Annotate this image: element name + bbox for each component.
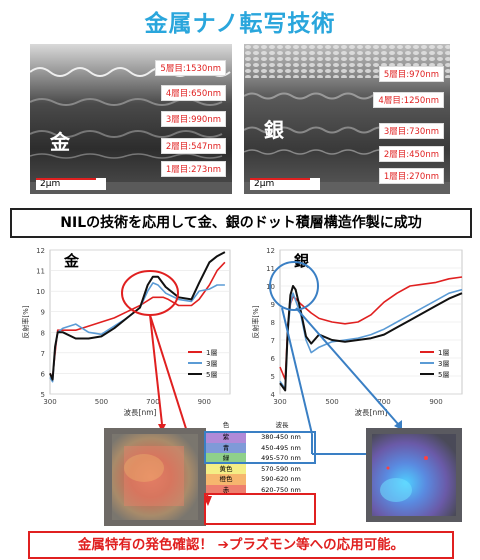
conclusion-footer: 金属特有の発色確認！ ➔プラズモン等への応用可能。: [28, 531, 454, 559]
x-tick-label: 500: [325, 398, 338, 406]
y-axis-label: 反射率[%]: [251, 305, 260, 338]
legend-label: 3層: [438, 360, 449, 368]
color-swatch: 緑: [206, 453, 246, 464]
table-header-color: 色: [222, 421, 230, 429]
layer-label: 5層目:970nm: [378, 66, 444, 82]
y-tick-label: 7: [41, 350, 45, 358]
metal-label-gold: 金: [50, 130, 70, 154]
arrow-silver-photo: [295, 307, 399, 425]
sem-image-gold: 金 5層目:1530nm 4層目:650nm 3層目:990nm 2層目:547…: [30, 44, 232, 194]
legend-label: 1層: [206, 349, 217, 357]
page-title: 金属ナノ転写技術: [144, 11, 336, 37]
y-tick-label: 5: [271, 373, 275, 381]
callout-circle-silver: [269, 261, 319, 311]
color-swatch: 黄色: [206, 463, 246, 474]
legend-label: 5層: [206, 371, 217, 379]
y-tick-label: 12: [266, 247, 275, 255]
color-table-rows: 紫 380-450 nm 青 450-495 nm 緑 495-570 nm 黄色 570-5…: [206, 432, 316, 495]
scale-bar-line: [250, 178, 310, 180]
series-line: [279, 288, 463, 390]
table-highlight-blue: [204, 431, 316, 464]
color-table-row: 青 450-495 nm: [206, 442, 316, 453]
photo-texture-gold: [112, 434, 198, 520]
x-tick-label: 300: [273, 398, 286, 406]
color-swatch: 青: [206, 442, 246, 453]
chart-title: 金: [63, 252, 80, 270]
scale-bar-label: 2μm: [254, 179, 275, 189]
y-tick-label: 11: [266, 265, 275, 273]
arrow-silver-table: [281, 307, 313, 435]
table-header-wavelength: 波長: [275, 421, 289, 429]
chart-gold: 5 6 7 8 9 10 11 12 300 500 700 900 波長[nm] 反射率[%] 金 1層 3層…: [21, 247, 231, 417]
y-tick-label: 9: [41, 309, 45, 317]
layer-label: 4層目:650nm: [160, 85, 226, 101]
x-tick-label: 300: [43, 398, 56, 406]
wavelength-range: 570-590 nm: [261, 464, 301, 473]
scale-bar: 2μm: [250, 178, 320, 190]
legend-label: 3層: [206, 360, 217, 368]
color-table-row: 黄色 570-590 nm: [206, 463, 316, 474]
color-table-row: 赤 620-750 nm: [206, 484, 316, 495]
layer-label: 4層目:1250nm: [373, 92, 444, 108]
wavelength-range: 620-750 nm: [261, 485, 301, 494]
series-line: [49, 251, 226, 381]
legend-label: 5層: [438, 371, 449, 379]
plot-area: [49, 249, 231, 395]
y-tick-label: 6: [41, 370, 46, 378]
series-line: [49, 261, 226, 379]
metal-label-silver: 銀: [264, 118, 284, 142]
layer-label: 3層目:730nm: [378, 123, 444, 139]
arrowhead-icon: [394, 420, 402, 430]
sample-photo-gold: [104, 428, 206, 526]
layer-label: 1層目:270nm: [378, 168, 444, 184]
arrow-gold-photo: [149, 314, 163, 425]
callout-circle-gold: [121, 270, 179, 316]
y-tick-label: 11: [36, 268, 45, 276]
x-tick-label: 700: [377, 398, 390, 406]
y-tick-label: 8: [271, 319, 275, 327]
x-tick-label: 700: [146, 398, 159, 406]
scale-bar-label: 2μm: [40, 179, 61, 189]
legend-label: 1層: [438, 349, 449, 357]
wavelength-range: 380-450 nm: [261, 433, 301, 441]
color-table-row: 紫 380-450 nm: [206, 432, 316, 443]
scale-bar: 2μm: [36, 178, 106, 190]
x-axis-label: 波長[nm]: [355, 407, 388, 417]
color-wavelength-table: 色 波長: [204, 418, 316, 430]
wavelength-range: 590-620 nm: [261, 475, 301, 483]
x-tick-label: 900: [198, 398, 211, 406]
y-tick-label: 7: [271, 337, 275, 345]
layer-label: 3層目:990nm: [160, 111, 226, 127]
color-table-row: 緑 495-570 nm: [206, 453, 316, 464]
y-tick-label: 9: [271, 301, 275, 309]
sem-image-silver: 銀 5層目:970nm 4層目:1250nm 3層目:730nm 2層目:450…: [244, 44, 450, 194]
photo-texture-silver: [372, 434, 456, 516]
series-line: [279, 285, 463, 392]
wavelength-range: 495-570 nm: [261, 454, 301, 462]
layer-label: 2層目:547nm: [160, 138, 226, 154]
color-swatch: 赤: [206, 484, 246, 495]
wavelength-range: 450-495 nm: [261, 443, 301, 452]
layer-label: 2層目:450nm: [378, 146, 444, 162]
y-tick-label: 5: [41, 391, 45, 399]
layer-label: 5層目:1530nm: [155, 60, 226, 76]
scale-bar-line: [36, 178, 96, 180]
table-highlight-red: [204, 493, 316, 525]
x-axis-label: 波長[nm]: [124, 407, 157, 417]
y-tick-label: 12: [36, 247, 45, 255]
result-banner: NILの技術を応用して金、銀のドット積層構造作製に成功: [10, 208, 472, 238]
sample-photo-silver: [366, 428, 462, 522]
color-table-row: 橙色 590-620 nm: [206, 474, 316, 485]
y-tick-label: 8: [41, 329, 45, 337]
x-tick-label: 500: [95, 398, 108, 406]
color-swatch: 紫: [206, 432, 246, 443]
x-tick-label: 900: [429, 398, 442, 406]
y-axis-label: 反射率[%]: [21, 305, 30, 338]
color-swatch: 橙色: [206, 474, 246, 485]
y-tick-label: 10: [36, 288, 45, 296]
y-tick-label: 6: [271, 355, 276, 363]
y-tick-label: 4: [271, 391, 276, 399]
layer-label: 1層目:273nm: [160, 161, 226, 177]
